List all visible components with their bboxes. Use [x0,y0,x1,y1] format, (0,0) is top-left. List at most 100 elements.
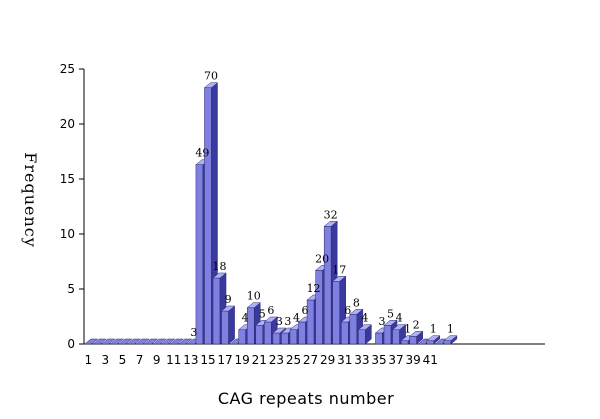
bar-front [400,340,409,345]
bar-top [272,327,287,334]
bar-front [341,321,349,345]
data-label: 1 [447,323,454,336]
data-label: 1 [430,323,437,336]
bar-top [349,309,364,315]
bar-front [221,310,229,345]
bar-top [263,316,279,323]
bar-top [220,305,236,312]
bar-top [101,338,116,345]
data-label: 3 [378,315,385,328]
x-tick-label: 3 [102,353,110,367]
bar-top [178,338,193,345]
data-label: 20 [315,252,329,265]
x-tick-label: 13 [183,353,198,367]
bar-front [204,87,212,345]
bar-front [358,329,366,345]
bar-top [143,338,159,345]
bar-front [323,226,332,345]
x-tick-label: 9 [153,353,161,367]
bar-front [409,336,417,345]
bar-front [212,277,221,345]
data-label: 5 [387,307,394,320]
bar [220,305,236,345]
bar-front [195,164,204,345]
bar [152,338,167,345]
bar-front [332,281,340,345]
data-label: 12 [307,282,321,295]
x-tick-label: 39 [406,353,421,367]
bar-front [298,321,306,345]
x-tick-label: 41 [423,353,438,367]
bar-top [383,320,398,326]
bar-front [264,321,272,345]
bar-front [383,325,392,345]
bar-top [246,302,261,308]
bar [109,338,125,345]
data-label: 4 [242,312,249,325]
x-tick-label: 17 [217,353,232,367]
data-label: 10 [247,290,261,303]
x-tick-label: 35 [371,353,386,367]
data-label: 49 [195,147,209,160]
bar-top [391,324,407,330]
x-tick-label: 19 [235,353,250,367]
data-label: 4 [361,312,368,325]
bar-front [443,340,452,345]
bar-top [323,221,338,227]
bar-top [408,331,424,337]
bar [426,335,441,345]
bar [169,338,184,345]
x-tick-label: 7 [136,353,144,367]
bar-top [161,338,176,345]
bar-front [392,329,400,345]
data-label: 32 [324,208,338,221]
x-tick-label: 33 [354,353,369,367]
bar [135,338,150,345]
bar [443,335,458,345]
bar-top [126,338,142,345]
bar-top [212,272,227,279]
data-label: 4 [396,312,403,325]
x-tick-label: 11 [166,353,181,367]
bar-top [84,338,99,345]
y-tick-label: 25 [60,62,75,76]
bar-front [349,314,358,345]
bar-top [357,324,373,330]
bar-front [238,329,246,345]
x-tick-label: 5 [119,353,127,367]
data-label: 70 [204,70,218,83]
bar [408,330,424,345]
data-label: 3 [190,326,197,339]
bar-front [375,332,383,345]
data-label: 6 [344,304,351,317]
data-label: 8 [353,296,360,309]
bar-top [203,82,219,88]
bar [143,338,159,345]
bars [84,82,458,345]
x-tick-label: 23 [269,353,284,367]
data-label: 5 [259,307,266,320]
bar-side [228,305,235,345]
bar [84,338,99,345]
bar-top [109,338,125,345]
y-tick-label: 10 [60,227,75,241]
y-tick-label: 0 [67,337,75,351]
y-tick-label: 20 [60,117,75,131]
bar-front [272,332,281,345]
bar-front [289,329,298,345]
data-label: 2 [413,318,420,331]
data-label: 6 [302,304,309,317]
bar-top [152,338,167,345]
x-tick-label: 15 [200,353,215,367]
y-axis-label: Frequency [21,152,40,248]
data-label: 18 [213,260,227,273]
bar [101,338,116,345]
data-label: 4 [293,312,300,325]
x-tick-label: 1 [84,353,92,367]
x-tick-label: 21 [252,353,267,367]
data-label: 3 [284,315,291,328]
x-axis-label: CAG repeats number [218,389,394,408]
